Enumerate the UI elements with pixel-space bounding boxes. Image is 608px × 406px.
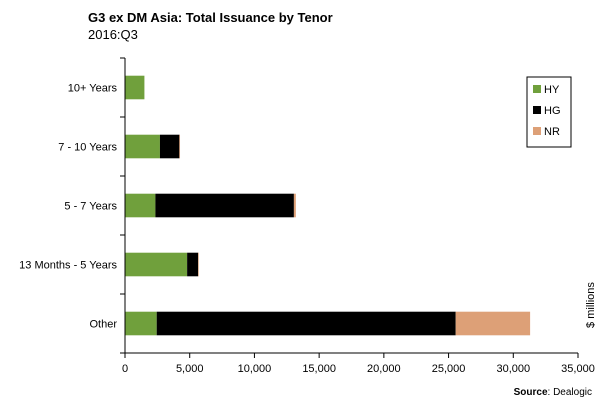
y-tick-label: 7 - 10 Years <box>58 142 117 154</box>
bar-hg <box>187 252 199 277</box>
x-tick-label: 5,000 <box>176 363 204 375</box>
legend: HY HG NR <box>526 76 572 148</box>
bar-hy <box>125 252 188 277</box>
bar-hg <box>159 134 180 159</box>
bars-group <box>125 75 531 336</box>
x-tick-label: 35,000 <box>561 363 595 375</box>
y-tick-label: 10+ Years <box>68 83 118 95</box>
x-tick-label: 20,000 <box>367 363 401 375</box>
source-note: Source: Dealogic <box>514 387 592 398</box>
x-tick-label: 0 <box>122 363 128 375</box>
y-tick-label: Other <box>89 319 117 331</box>
x-tick-label: 25,000 <box>432 363 466 375</box>
x-tick-label: 10,000 <box>238 363 272 375</box>
y-tick-label: 5 - 7 Years <box>64 201 117 213</box>
x-tick-label: 15,000 <box>302 363 336 375</box>
bar-hy <box>125 193 156 218</box>
x-tick-label: 30,000 <box>496 363 530 375</box>
source-value: : Dealogic <box>547 387 592 398</box>
legend-label-nr: NR <box>544 126 560 138</box>
legend-swatch-hg <box>533 106 541 114</box>
bar-hy <box>125 134 160 159</box>
bar-hg <box>156 311 456 336</box>
y-tick-label: 13 Months - 5 Years <box>19 260 117 272</box>
legend-label-hg: HG <box>544 105 561 117</box>
chart-title: G3 ex DM Asia: Total Issuance by Tenor <box>88 10 333 25</box>
bar-hg <box>155 193 294 218</box>
source-label: Source <box>513 387 548 398</box>
y-ticks-group: 10+ Years 7 - 10 Years 5 - 7 Years 13 Month… <box>19 57 125 354</box>
bar-hy <box>125 75 145 100</box>
x-ticks-group: 0 5,000 10,000 15,000 20,000 25,000 30,000 35,0… <box>122 353 595 375</box>
bar-hy <box>125 311 157 336</box>
bar-nr <box>293 193 296 218</box>
legend-label-hy: HY <box>544 84 560 96</box>
bar-nr <box>455 311 531 336</box>
chart-subtitle: 2016:Q3 <box>88 27 138 42</box>
legend-swatch-nr <box>533 127 541 135</box>
legend-swatch-hy <box>533 85 541 93</box>
bar-nr <box>179 134 181 159</box>
y-axis-label: $ millions <box>585 282 597 328</box>
bar-nr <box>198 252 199 277</box>
